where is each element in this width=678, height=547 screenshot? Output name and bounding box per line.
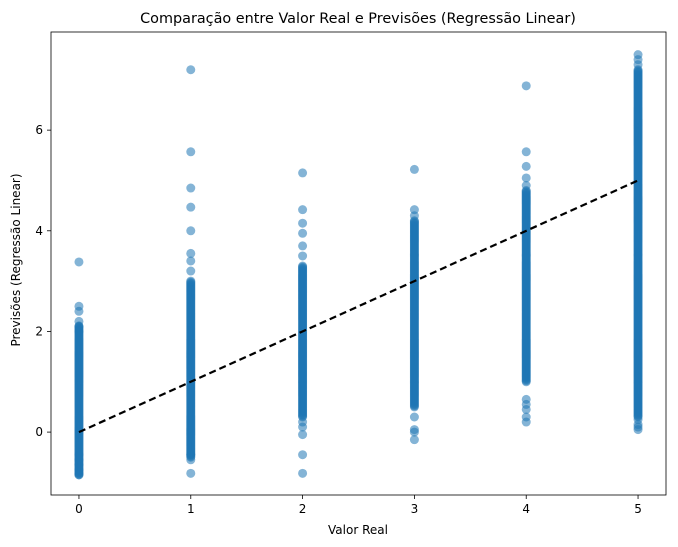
data-point	[298, 205, 308, 215]
data-point	[298, 468, 308, 478]
y-axis-label: Previsões (Regressão Linear)	[9, 173, 23, 346]
data-point	[521, 186, 531, 196]
data-point	[409, 164, 419, 174]
data-point	[186, 226, 196, 236]
y-axis: 0 2 4 6	[35, 123, 51, 439]
x-tick-label: 5	[634, 502, 642, 516]
chart-title: Comparação entre Valor Real e Previsões …	[140, 11, 576, 27]
data-point	[298, 450, 308, 460]
reference-line-group	[78, 179, 639, 434]
data-point	[521, 394, 531, 404]
scatter-points	[74, 50, 643, 480]
x-axis: 0 1 2 3 4 5	[75, 495, 642, 516]
data-point	[298, 228, 308, 238]
data-point	[298, 251, 308, 261]
data-point	[521, 173, 531, 183]
x-tick-label: 1	[187, 502, 195, 516]
data-point	[409, 412, 419, 422]
x-tick-label: 4	[522, 502, 530, 516]
data-point	[74, 321, 84, 331]
y-tick-label: 2	[35, 324, 43, 338]
y-tick-label: 4	[35, 224, 43, 238]
x-tick-label: 2	[299, 502, 307, 516]
data-point	[186, 256, 196, 266]
data-point	[298, 218, 308, 228]
data-point	[186, 468, 196, 478]
data-point	[521, 412, 531, 422]
data-point	[74, 257, 84, 267]
data-point	[186, 147, 196, 157]
data-point	[186, 202, 196, 212]
reference-line	[78, 179, 639, 434]
x-tick-label: 0	[75, 502, 83, 516]
data-point	[521, 161, 531, 171]
data-point	[409, 216, 419, 226]
data-point	[74, 301, 84, 311]
data-point	[409, 435, 419, 445]
data-point	[521, 147, 531, 157]
data-point	[298, 261, 308, 271]
data-point	[521, 81, 531, 91]
data-point	[186, 276, 196, 286]
x-tick-label: 3	[411, 502, 419, 516]
x-axis-label: Valor Real	[328, 523, 388, 537]
data-point	[186, 183, 196, 193]
data-point	[298, 241, 308, 251]
data-point	[409, 425, 419, 435]
data-point	[633, 65, 643, 75]
data-point	[409, 205, 419, 215]
data-point	[186, 65, 196, 75]
data-point	[186, 266, 196, 276]
y-tick-label: 6	[35, 123, 43, 137]
data-point	[633, 50, 643, 60]
data-point	[298, 168, 308, 178]
data-point	[186, 248, 196, 258]
plot-frame	[50, 31, 667, 496]
y-tick-label: 0	[35, 425, 43, 439]
data-point	[298, 430, 308, 440]
